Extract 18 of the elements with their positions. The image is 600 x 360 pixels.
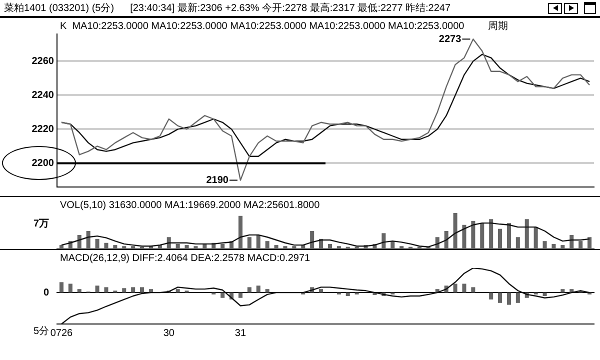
x-tick-label: 31	[234, 328, 246, 339]
y-tick-label: 2220	[32, 124, 54, 135]
chart-subtitle: [23:40:34] 最新:2306 +2.63% 今开:2278 最高:2317 最低:2277 昨结:2247	[130, 2, 451, 15]
chart-title: 菜粕1401 (033201) (5分)	[4, 2, 114, 15]
text: 5分	[33, 324, 49, 337]
text: 7万	[33, 218, 49, 230]
annotation: 2190	[206, 174, 229, 186]
annotation: 2273	[438, 34, 462, 45]
text: 0	[43, 287, 50, 298]
y-tick-label: 2240	[32, 90, 54, 101]
x-tick-label: 0726	[50, 328, 74, 339]
y-tick-label: 2260	[32, 56, 54, 67]
text: VOL(5,10) 31630.0000 MA1:19669.2000 MA2:25601.8000	[60, 200, 320, 211]
text: MACD(26,12,9) DIFF:2.4064 DEA:2.2578 MACD:0.2971	[60, 252, 311, 264]
text: K MA10:2253.0000 MA10:2253.0000 MA10:2253.0000 MA10:2253.0000 MA10:2253.0000	[60, 20, 465, 32]
y-tick-label: 2200	[32, 158, 54, 169]
x-tick-label: 30	[163, 328, 175, 339]
text: 周期	[488, 20, 508, 32]
